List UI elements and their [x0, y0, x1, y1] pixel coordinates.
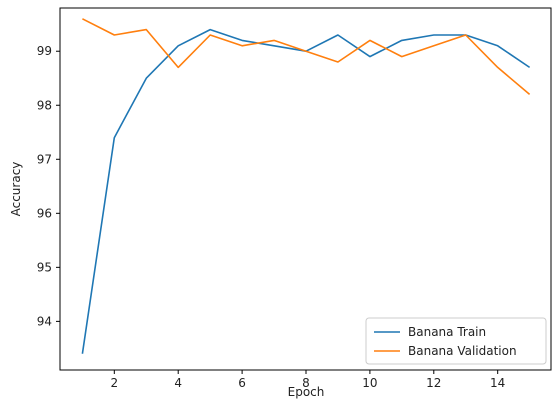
y-axis-title: Accuracy [9, 162, 23, 217]
y-tick-label: 95 [37, 260, 52, 274]
x-tick-label: 10 [362, 376, 377, 390]
x-tick-label: 4 [174, 376, 182, 390]
x-tick-label: 12 [426, 376, 441, 390]
y-tick-label: 94 [37, 314, 52, 328]
y-axis: 94 95 96 97 98 99 [37, 44, 60, 328]
y-tick-label: 97 [37, 152, 52, 166]
series-line-train [81, 28, 531, 354]
x-tick-label: 6 [238, 376, 246, 390]
legend: Banana Train Banana Validation [365, 317, 547, 365]
x-tick-label: 14 [490, 376, 505, 390]
plot-layer [81, 18, 531, 354]
x-axis: 2 4 6 8 10 12 14 [110, 370, 505, 390]
x-axis-title: Epoch [288, 385, 325, 399]
y-tick-label: 96 [37, 206, 52, 220]
plot-frame [59, 7, 552, 371]
legend-box [365, 317, 547, 365]
x-tick-label: 2 [110, 376, 118, 390]
y-tick-label: 99 [37, 44, 52, 58]
series-line-validation [82, 18, 531, 96]
legend-label: Banana Train [408, 325, 486, 339]
y-tick-label: 98 [37, 98, 52, 112]
x-tick-label: 8 [302, 376, 310, 390]
legend-label: Banana Validation [408, 344, 517, 358]
